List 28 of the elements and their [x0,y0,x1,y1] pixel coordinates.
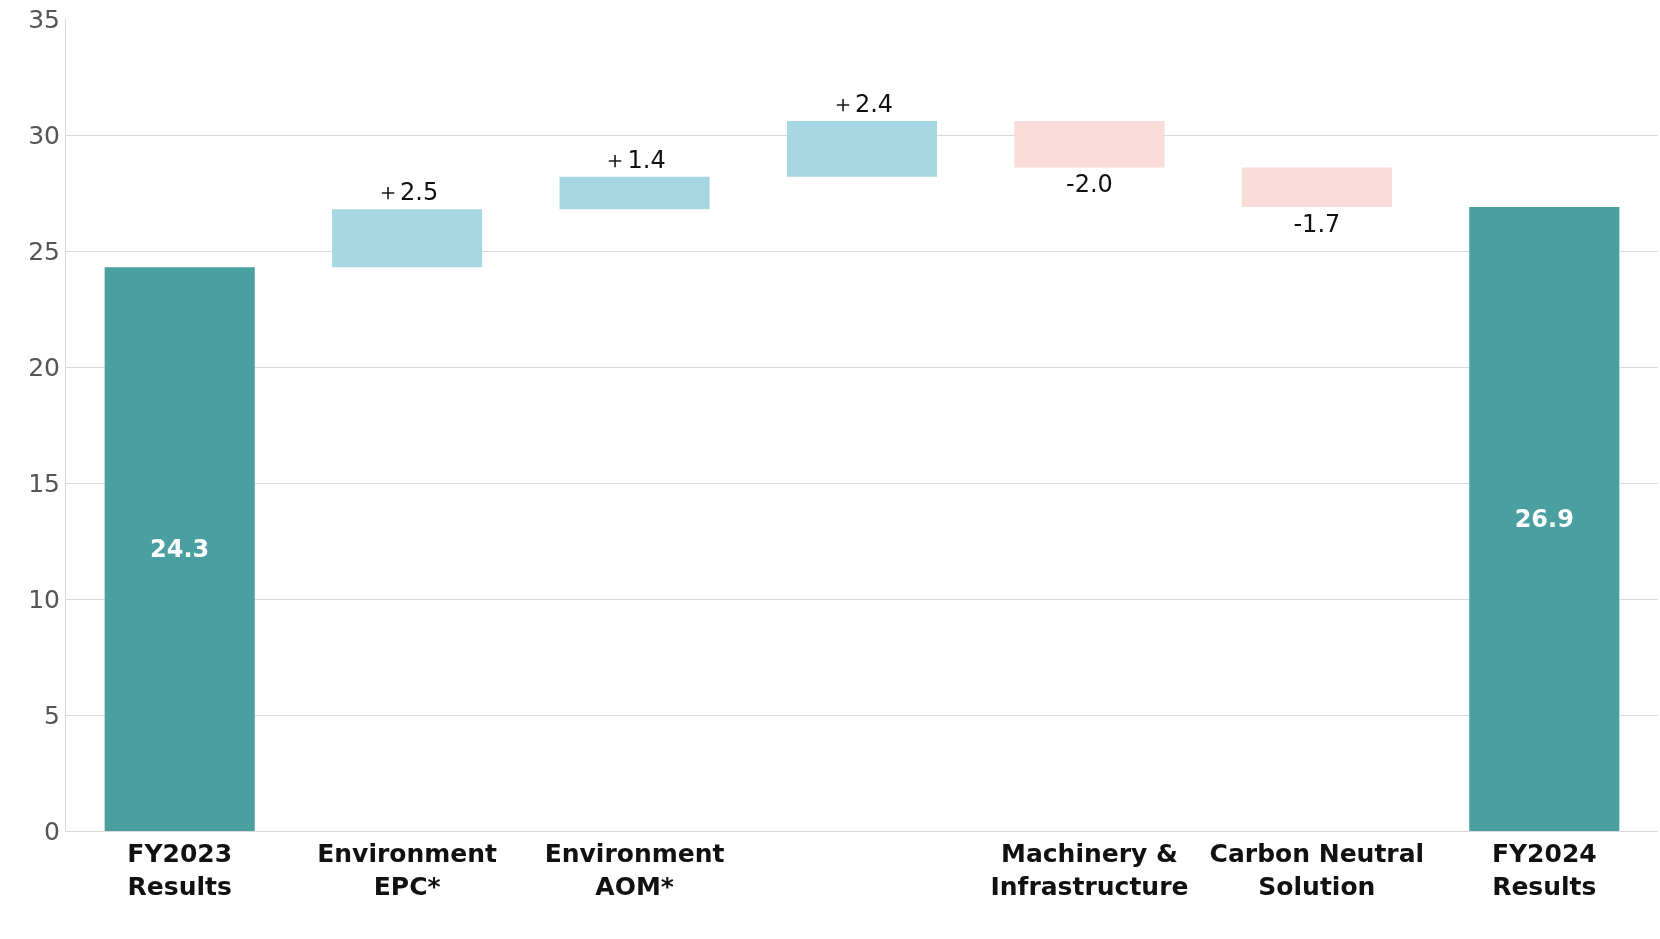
bar [332,209,483,268]
y-tick-label: 35 [28,4,60,34]
data-label: 26.9 [1514,504,1574,533]
y-tick-label: 10 [28,584,60,614]
bar [1469,206,1620,831]
bar [559,176,710,210]
x-tick-label: Carbon Neutral Solution [1209,839,1425,901]
data-label: 24.3 [150,535,210,564]
data-label: -1.7 [1293,209,1341,238]
x-tick-label: Environment AOM* [544,839,725,901]
x-tick-label: FY2023 Results [127,839,233,901]
y-tick-label: 30 [28,120,60,150]
y-tick-label: 20 [28,352,60,382]
data-label: ＋2.5 [376,178,439,207]
bar [104,267,255,831]
y-tick-label: 15 [28,468,60,498]
x-tick-label: Machinery & Infrastructure [990,839,1189,901]
y-tick-label: 25 [28,236,60,266]
data-label: ＋1.4 [603,145,666,174]
data-label: ＋2.4 [830,90,894,119]
bar [1014,121,1165,168]
data-label: -2.0 [1066,170,1113,199]
y-tick-label: 0 [44,816,60,846]
bar [786,121,938,177]
bar [1241,167,1392,207]
x-tick-label: FY2024 Results [1491,839,1597,901]
x-tick-label: Environment EPC* [317,839,498,901]
y-tick-label: 5 [44,700,60,730]
